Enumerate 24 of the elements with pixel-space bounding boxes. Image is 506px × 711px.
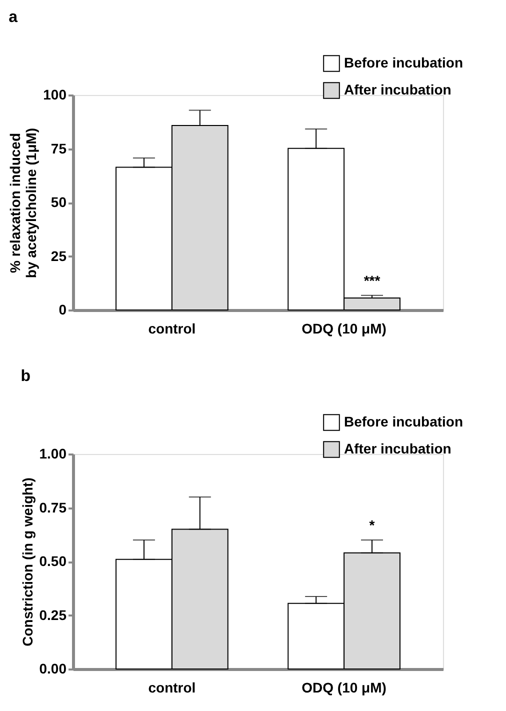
chart-title: a [8, 9, 18, 26]
legend-label: After incubation [344, 440, 452, 456]
x-tick-label: ODQ (10 μM) [302, 680, 386, 696]
y-tick-label: 0.25 [39, 606, 67, 623]
y-tick-label: 0.50 [39, 553, 67, 569]
legend-label: After incubation [344, 82, 452, 98]
y-tick-label: 0.75 [39, 499, 67, 516]
y-axis-title: Constriction (in g weight) [19, 478, 36, 646]
chart-title: b [20, 368, 31, 385]
y-axis-title: % relaxation induced by acetylcholine (1μM) [7, 128, 40, 278]
x-tick-label: control [148, 680, 196, 696]
y-tick-label: 75 [50, 140, 67, 156]
y-tick-label: 100 [43, 86, 67, 102]
y-tick-label: 25 [50, 248, 67, 264]
annotation: *** [364, 272, 381, 288]
x-tick-label: control [148, 320, 196, 336]
y-tick-label: 1.00 [39, 446, 67, 462]
legend-label: Before incubation [344, 414, 464, 430]
legend-label: Before incubation [344, 54, 464, 70]
x-tick-label: ODQ (10 μM) [302, 320, 386, 336]
y-tick-label: 50 [50, 194, 67, 210]
annotation: * [369, 517, 376, 533]
y-tick-label: 0 [58, 302, 67, 318]
y-tick-label: 0.00 [39, 660, 67, 676]
